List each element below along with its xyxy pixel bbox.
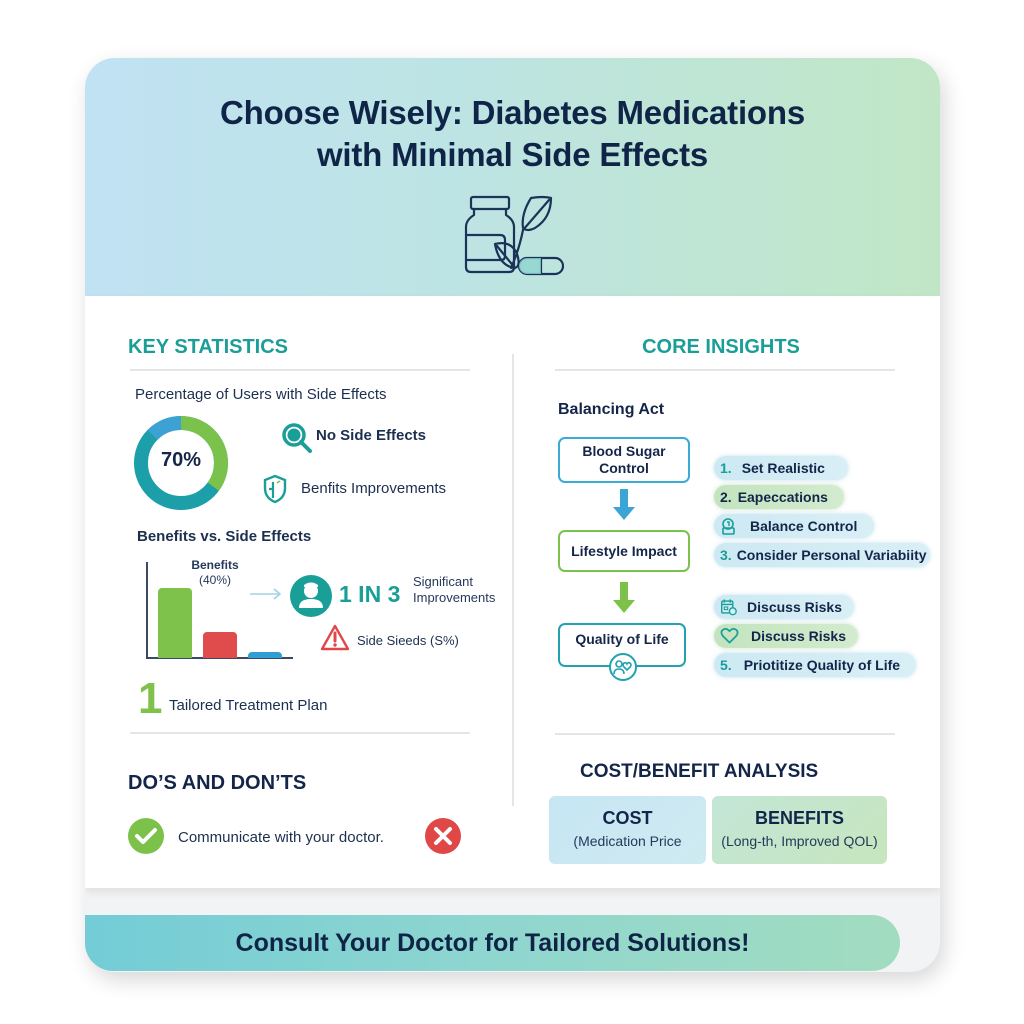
pill-label: Discuss Risks (751, 628, 846, 644)
pill-number: 5. (720, 657, 732, 673)
x-icon[interactable] (424, 817, 462, 855)
insight-pill-6: Discuss Risks (714, 624, 858, 648)
donut-center-value: 70% (160, 449, 202, 471)
cta-banner: Consult Your Doctor for Tailored Solutio… (85, 915, 900, 971)
benefits-box: BENEFITS (Long-th, Improved QOL) (712, 796, 887, 864)
page-title-line2: with Minimal Side Effects (316, 136, 709, 173)
key-statistics-title: KEY STATISTICS (128, 336, 289, 358)
donut-title: Percentage of Users with Side Effects (135, 386, 387, 403)
donut-chart (134, 416, 228, 510)
person-icon (290, 575, 332, 617)
pill-number: 2. (720, 489, 732, 505)
cta-banner-text: Consult Your Doctor for Tailored Solutio… (235, 929, 750, 957)
pill-label: Discuss Risks (747, 599, 842, 615)
benefits-heading: BENEFITS (754, 808, 844, 828)
person-heart-icon (609, 653, 637, 681)
cost-subtext: (Medication Price (573, 833, 682, 849)
bar-benefits (158, 588, 192, 658)
pill-label: Balance Control (750, 518, 858, 534)
page-title-line1: Choose Wisely: Diabetes Medications (219, 94, 806, 131)
benefits-subtext: (Long-th, Improved QOL) (721, 833, 878, 849)
bar-y-axis (146, 562, 148, 659)
divider (555, 733, 895, 735)
stat-value: 1 IN 3 (339, 581, 401, 607)
cost-box: COST (Medication Price (549, 796, 706, 864)
magnifier-icon (282, 423, 312, 453)
arrow-down-icon (613, 582, 635, 613)
plan-number: 1 (138, 674, 163, 723)
column-divider (512, 354, 514, 806)
flow-box-line1: Blood Sugar (582, 443, 666, 459)
bar-side-effects (203, 632, 237, 658)
legend-no-side-effects: No Side Effects (316, 427, 427, 444)
header-banner: Choose Wisely: Diabetes Medications with… (85, 58, 940, 296)
flow-box-line2: Control (599, 460, 649, 476)
check-icon[interactable] (127, 817, 165, 855)
divider (130, 732, 470, 734)
arrow-down-icon (613, 489, 635, 520)
plan-label: Tailored Treatment Plan (169, 697, 328, 714)
core-insights-title: CORE INSIGHTS (642, 336, 800, 358)
arrow-right-icon (250, 588, 282, 600)
divider (555, 369, 895, 371)
scale-document-icon (722, 518, 735, 535)
balancing-act-title: Balancing Act (558, 401, 665, 418)
calendar-icon (721, 599, 737, 616)
insight-pill-7: 5. Priotitize Quality of Life (714, 653, 916, 677)
pill-label: Set Realistic (741, 460, 825, 476)
insight-pill-1: 1. Set Realistic (714, 456, 848, 480)
bar-x-axis (146, 657, 293, 659)
medicine-bottle-leaf-pill-icon (464, 195, 565, 276)
dos-donts-title: DO’S AND DON’TS (128, 772, 307, 794)
flow-box-blood-sugar: Blood Sugar Control (558, 437, 690, 483)
pill-label: Eapeccations (737, 489, 828, 505)
shield-icon (263, 474, 287, 504)
stat-label-line2: Improvements (413, 590, 496, 605)
bar-label-line1: Benefits (191, 558, 239, 572)
bar-other (248, 652, 282, 658)
flow-box-lifestyle: Lifestyle Impact (558, 530, 690, 572)
legend-benefits-improvements: Benfits Improvements (301, 480, 447, 497)
pill-label: Priotitize Quality of Life (743, 657, 901, 673)
bar-chart-title: Benefits vs. Side Effects (137, 528, 312, 545)
flow-box-line1: Quality of Life (575, 631, 669, 647)
do-label: Communicate with your doctor. (178, 829, 384, 846)
pill-label: Consider Personal Variabiity (736, 547, 927, 563)
warning-label: Side Sieeds (S%) (357, 633, 459, 648)
cost-heading: COST (602, 808, 653, 828)
divider (130, 369, 470, 371)
pill-number: 3. (720, 547, 732, 563)
cost-benefit-title: COST/BENEFIT ANALYSIS (580, 761, 819, 782)
insight-pill-2: 2. Eapeccations (714, 485, 844, 509)
flow-box-quality: Quality of Life (558, 623, 686, 667)
warning-icon (320, 624, 350, 651)
heart-icon (720, 628, 739, 644)
insight-pill-5: Discuss Risks (714, 595, 854, 619)
insight-pill-3: Balance Control (714, 514, 874, 538)
pill-number: 1. (720, 460, 732, 476)
insight-pill-4: 3. Consider Personal Variabiity (714, 543, 930, 567)
stat-label-line1: Significant (413, 574, 473, 589)
flow-box-line1: Lifestyle Impact (571, 542, 677, 559)
bar-label-line2: (40%) (198, 573, 231, 587)
